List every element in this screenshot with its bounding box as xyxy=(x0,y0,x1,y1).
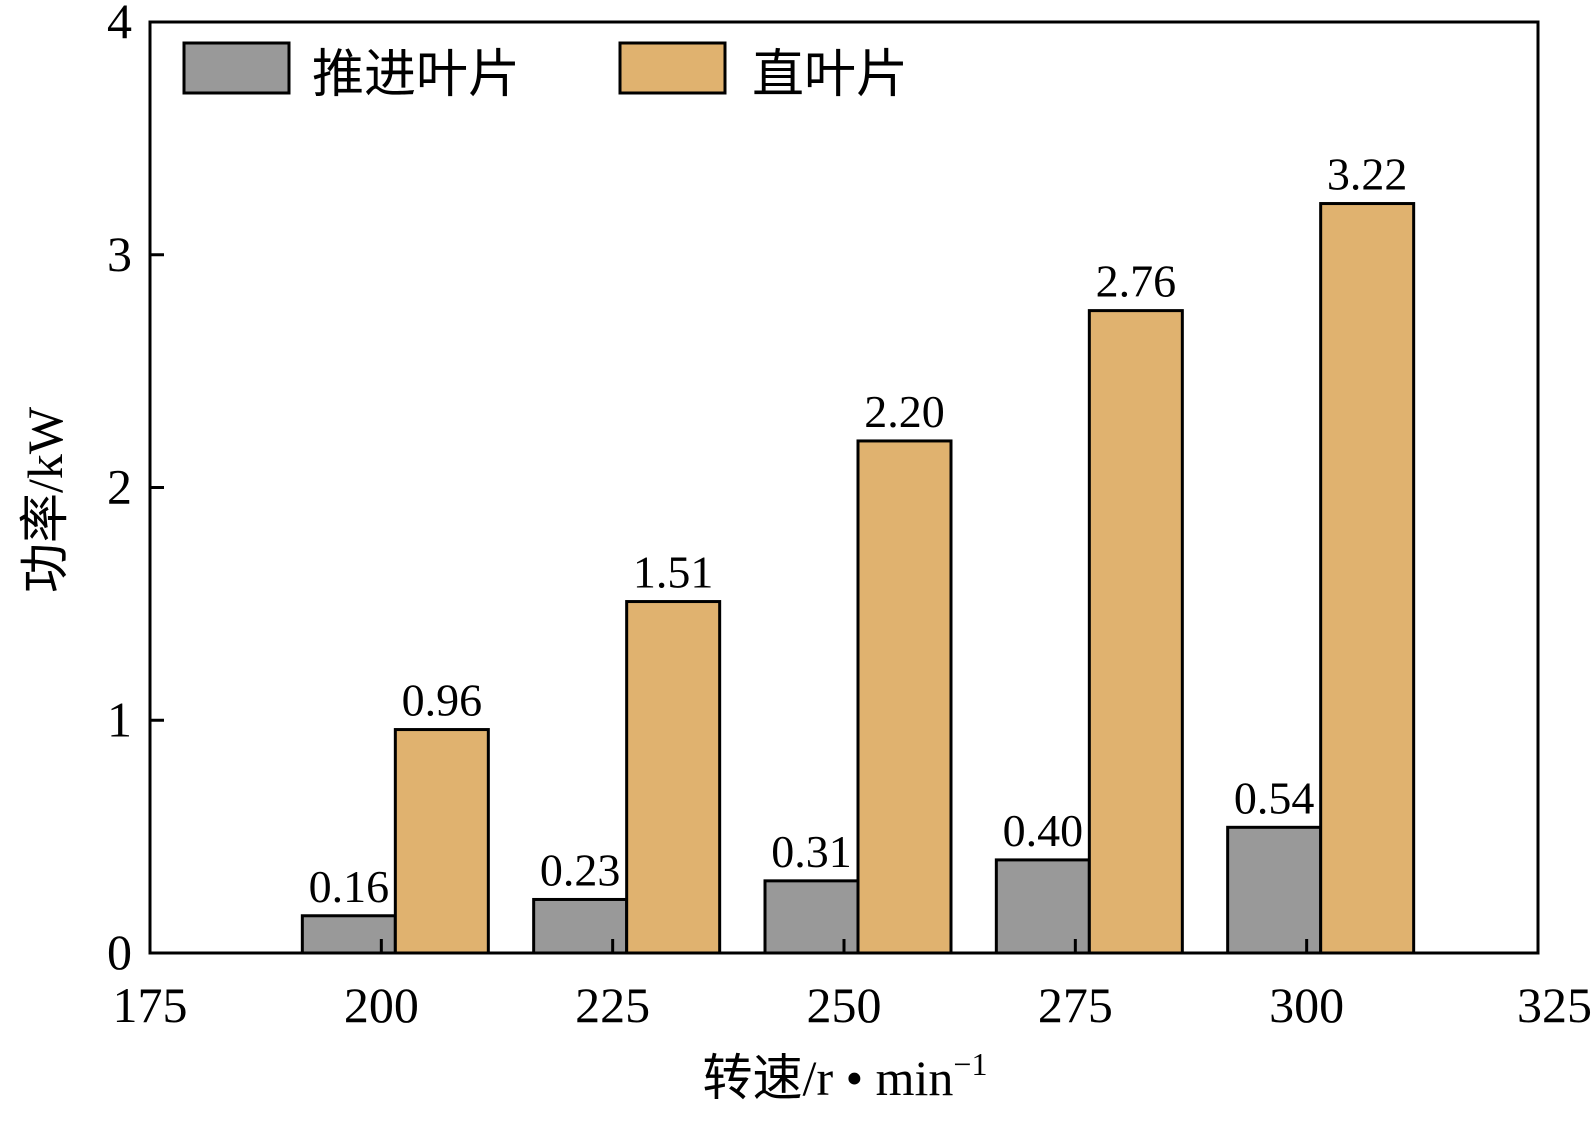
bar-straight-200 xyxy=(393,728,490,955)
x-tick-label-225: 225 xyxy=(575,977,650,1033)
x-axis-label: 转速/r • min−1 xyxy=(703,1046,988,1106)
y-tick-label-4: 4 xyxy=(107,0,132,49)
x-tick-label-175: 175 xyxy=(113,977,188,1033)
y-tick-label-3: 3 xyxy=(107,226,132,282)
data-label-straight-250: 2.20 xyxy=(864,386,945,437)
data-label-straight-275: 2.76 xyxy=(1096,256,1177,307)
x-tick-label-200: 200 xyxy=(344,977,419,1033)
y-tick-label-0: 0 xyxy=(107,924,132,980)
y-tick-label-2: 2 xyxy=(107,459,132,515)
data-labels-layer: 0.16 0.96 0.23 1.51 0.31 2.20 0.40 2.76 0.54 3.22 xyxy=(309,149,1408,912)
bar-straight-300 xyxy=(1319,202,1416,955)
bar-straight-275 xyxy=(1087,309,1184,955)
data-label-propeller-250: 0.31 xyxy=(771,826,852,877)
data-label-straight-300: 3.22 xyxy=(1327,149,1408,200)
data-label-propeller-200: 0.16 xyxy=(309,861,390,912)
legend: 推进叶片 直叶片 xyxy=(182,41,908,104)
y-axis-label: 功率/kW xyxy=(17,406,73,593)
data-label-propeller-300: 0.54 xyxy=(1234,772,1315,823)
bar-straight-250 xyxy=(856,439,953,955)
bar-straight-225 xyxy=(625,600,722,955)
legend-label-straight-blade: 直叶片 xyxy=(752,47,908,104)
x-tick-label-275: 275 xyxy=(1038,977,1113,1033)
data-label-propeller-275: 0.40 xyxy=(1003,805,1084,856)
legend-swatch-propeller-blade xyxy=(182,41,291,95)
x-axis-label-superscript: −1 xyxy=(953,1046,987,1082)
x-tick-label-250: 250 xyxy=(807,977,882,1033)
data-label-straight-225: 1.51 xyxy=(633,547,714,598)
data-label-straight-200: 0.96 xyxy=(402,675,483,726)
legend-swatch-straight-blade xyxy=(618,41,727,95)
x-tick-label-300: 300 xyxy=(1269,977,1344,1033)
x-tick-label-325: 325 xyxy=(1517,977,1592,1033)
data-label-propeller-225: 0.23 xyxy=(540,844,621,895)
bars-layer xyxy=(300,202,1416,955)
legend-label-propeller-blade: 推进叶片 xyxy=(312,47,520,104)
axis-ticks-layer: 0 1 2 3 4 175 200 225 250 275 300 325 xyxy=(107,0,1592,1033)
x-axis-label-main: 转速/r • min xyxy=(703,1050,954,1106)
y-tick-label-1: 1 xyxy=(107,691,132,747)
bar-propeller-300 xyxy=(1226,825,1323,955)
